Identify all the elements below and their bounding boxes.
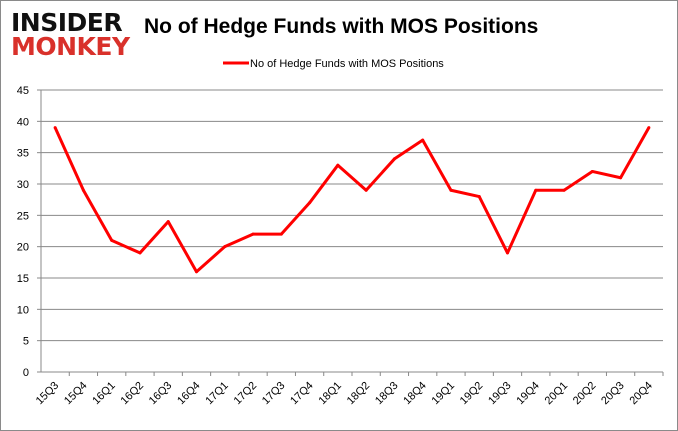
data-point [166,220,170,224]
x-tick-label: 19Q1 [430,380,458,408]
data-point [534,188,538,192]
y-tick-label: 30 [17,179,29,191]
x-tick-label: 16Q4 [175,380,203,408]
x-tick-label: 17Q3 [260,380,288,408]
y-tick-label: 40 [17,116,29,128]
legend-label: No of Hedge Funds with MOS Positions [250,58,444,70]
logo-line2: MONKEY [11,32,130,61]
data-point [138,251,142,255]
y-tick-label: 10 [17,304,29,316]
x-tick-label: 17Q2 [232,380,260,408]
data-point [251,232,255,236]
x-tick-label: 15Q4 [62,380,90,408]
x-tick-label: 20Q2 [571,380,599,408]
insider-monkey-logo: INSIDER MONKEY [11,8,130,61]
data-point [449,188,453,192]
data-point [506,251,509,255]
data-point [392,157,396,161]
x-tick-label: 18Q4 [401,380,429,408]
y-tick-label: 5 [23,336,29,348]
data-point [223,245,227,249]
y-tick-label: 25 [17,210,29,222]
data-point [110,238,114,242]
x-tick-label: 19Q4 [514,380,542,408]
data-point [279,232,283,236]
x-tick-label: 18Q3 [373,380,401,408]
x-tick-label: 17Q1 [203,380,231,408]
x-tick-label: 16Q1 [90,380,118,408]
series-line [53,126,651,274]
x-tick-label: 16Q3 [147,380,175,408]
x-tick-label: 16Q2 [119,380,147,408]
x-tick-label: 20Q3 [599,380,627,408]
data-point [562,188,566,192]
x-tick-label: 19Q2 [458,380,486,408]
y-tick-label: 45 [17,85,29,97]
logo-line1: INSIDER [11,8,123,37]
x-tick-label: 18Q2 [345,380,373,408]
data-point [81,188,85,192]
data-point [477,195,481,199]
x-tick-label: 17Q4 [288,380,316,408]
y-tick-label: 20 [17,242,29,254]
x-tick-label: 18Q1 [316,380,344,408]
y-tick-label: 15 [17,273,29,285]
data-point [336,163,340,167]
data-point [53,126,57,130]
x-tick-label: 20Q4 [627,380,655,408]
chart-title: No of Hedge Funds with MOS Positions [144,15,539,38]
x-tick-label: 19Q3 [486,380,514,408]
y-tick-label: 35 [17,148,29,160]
data-point [590,169,594,173]
y-tick-label: 0 [23,367,29,379]
data-point [195,270,198,274]
data-point [619,176,623,180]
x-tick-label: 15Q3 [34,380,62,408]
x-tick-label: 20Q1 [543,380,571,408]
data-point [421,138,425,142]
data-point [308,201,312,205]
data-point [364,188,368,192]
data-point [647,126,651,130]
